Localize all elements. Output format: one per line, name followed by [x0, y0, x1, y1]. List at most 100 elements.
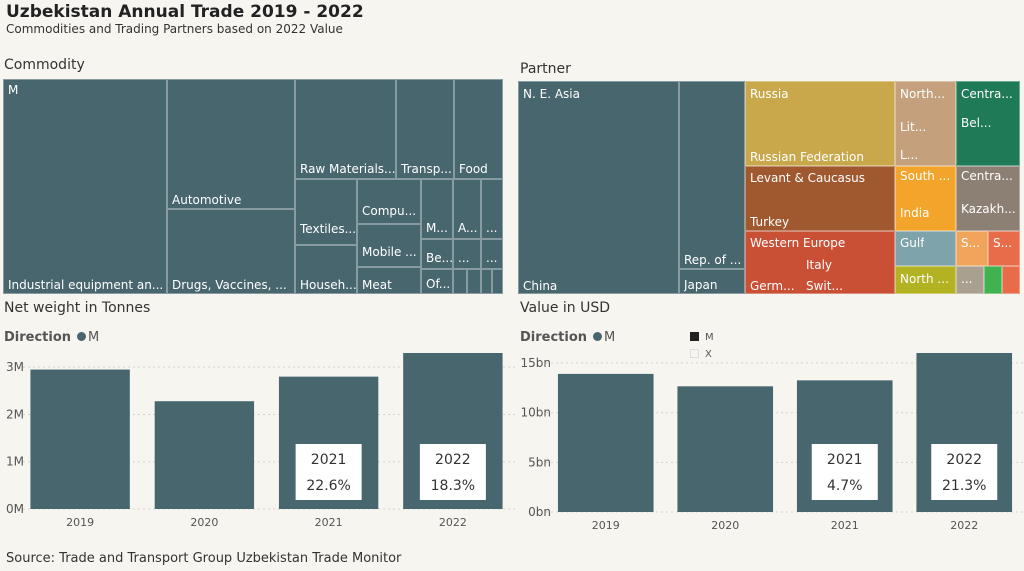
treemap-cell-dots1[interactable]: ... [481, 179, 503, 239]
value-x-tick-label: 2020 [711, 519, 739, 532]
weight-bar-2020 [154, 401, 255, 509]
treemap-label-dots: ... [961, 272, 973, 286]
treemap-cell-meat[interactable]: Meat [357, 267, 421, 294]
value-y-tick-label: 15bn [521, 356, 552, 370]
treemap-label-kazakh: Kazakh... [961, 202, 1016, 216]
treemap-cell-rep-of[interactable]: Rep. of ... [679, 81, 745, 269]
treemap-cell-s-2[interactable]: S... [988, 231, 1020, 266]
treemap-label-rep-of: Rep. of ... [684, 253, 742, 267]
treemap-label-dots2: ... [458, 251, 470, 265]
treemap-cell-central-2[interactable]: Centra... Kazakh... [956, 166, 1020, 231]
partner-heading: Partner [520, 61, 571, 77]
treemap-cell-food[interactable]: Food [454, 79, 503, 179]
value-bar-2019 [557, 373, 654, 512]
treemap-cell-a-small[interactable]: A... [453, 179, 481, 239]
treemap-cell-automotive[interactable]: Automotive [167, 79, 295, 209]
treemap-cell-western-europe[interactable]: Western Europe Italy Germ... Swit... [745, 231, 895, 294]
treemap-cell-dots2[interactable]: ... [453, 239, 481, 269]
treemap-cell-russia[interactable]: Russia Russian Federation [745, 81, 895, 166]
treemap-cell-tiny[interactable] [453, 269, 467, 294]
treemap-cell-m-small[interactable]: M... [421, 179, 453, 239]
treemap-cell-green[interactable] [984, 266, 1002, 294]
value-y-tick-label: 10bn [521, 406, 552, 420]
weight-legend-dot [77, 332, 87, 341]
treemap-cell-s-1[interactable]: S... [956, 231, 988, 266]
treemap-cell-transp[interactable]: Transp... [396, 79, 454, 179]
weight-bar-2019 [30, 369, 130, 509]
value-y-tick-label: 0bn [528, 505, 551, 519]
weight-y-tick-label: 3M [6, 360, 24, 374]
treemap-cell-textiles[interactable]: Textiles... [295, 179, 357, 245]
weight-y-tick-label: 1M [6, 455, 24, 469]
treemap-cell-red-small[interactable] [1002, 266, 1020, 294]
treemap-cell-north-europe[interactable]: North... Lit... L... [895, 81, 956, 166]
treemap-cell-raw[interactable]: Raw Materials... [295, 79, 396, 179]
treemap-label-s-2: S... [993, 236, 1013, 250]
swatch-x [690, 349, 699, 358]
treemap-label-m-small: M... [426, 221, 448, 235]
treemap-label-of: Of... [426, 277, 451, 291]
weight-x-tick-label: 2020 [190, 516, 218, 529]
weight-bar-chart: 0M 1M 2M 3M 2019 2020 2021 2022 2021 22.6% 2022 18.… [6, 353, 515, 529]
treemap-cell-north-africa[interactable]: North ... [895, 266, 956, 294]
treemap-cell-compu[interactable]: Compu... [357, 179, 421, 224]
weight-heading: Net weight in Tonnes [4, 300, 151, 316]
commodity-treemap[interactable]: M Industrial equipment an... Automotive … [3, 79, 503, 294]
treemap-label-compu: Compu... [362, 204, 417, 218]
treemap-label-transp: Transp... [401, 162, 452, 176]
treemap-cell-china[interactable]: N. E. Asia China [518, 81, 679, 294]
treemap-cell-tiny[interactable] [492, 269, 503, 294]
value-x-tick-label: 2022 [950, 519, 978, 532]
treemap-label-italy: Italy [806, 258, 833, 272]
weight-y-tick-label: 2M [6, 407, 24, 421]
treemap-cell-mobile[interactable]: Mobile ... [357, 224, 421, 267]
treemap-cell-japan[interactable]: Japan [679, 269, 745, 294]
weight-x-tick-label: 2022 [439, 516, 467, 529]
treemap-cell-gulf[interactable]: Gulf [895, 231, 956, 266]
value-swatch-legend[interactable]: M X [690, 328, 714, 362]
treemap-label-househ: Househ... [300, 278, 357, 292]
treemap-label-lit: Lit... [900, 120, 927, 134]
treemap-cell-south-asia[interactable]: South ... India [895, 166, 956, 231]
value-badge-year: 2022 [946, 452, 982, 468]
treemap-label-centra-2: Centra... [961, 169, 1013, 183]
treemap-label-russia: Russia [750, 87, 789, 101]
treemap-label-food: Food [459, 162, 488, 176]
swatch-m [690, 332, 699, 341]
value-heading: Value in USD [520, 300, 611, 316]
treemap-label-mobile: Mobile ... [362, 245, 417, 259]
value-bar-2020 [677, 386, 774, 512]
treemap-label-industrial: Industrial equipment an... [8, 278, 164, 292]
treemap-label-be: Be... [426, 251, 453, 265]
partner-treemap[interactable]: N. E. Asia China Rep. of ... Japan Russi… [518, 81, 1020, 294]
treemap-label-textiles: Textiles... [300, 222, 357, 236]
weight-badge-pct: 22.6% [306, 478, 350, 494]
commodity-heading: Commodity [4, 57, 85, 73]
page-subtitle: Commodities and Trading Partners based o… [6, 22, 343, 36]
treemap-label-dots3: ... [486, 251, 498, 265]
treemap-label-germ: Germ... [750, 279, 795, 293]
value-legend-title: Direction [520, 330, 588, 345]
treemap-label-centra-1: Centra... [961, 87, 1013, 101]
treemap-cell-industrial[interactable]: M Industrial equipment an... [3, 79, 167, 294]
treemap-cell-central-1[interactable]: Centra... Bel... [956, 81, 1020, 166]
treemap-cell-tiny[interactable] [481, 269, 492, 294]
value-change-badge-2022: 2022 21.3% [931, 444, 998, 500]
weight-change-badge-2022: 2022 18.3% [419, 444, 486, 500]
weight-badge-year: 2021 [311, 452, 347, 468]
treemap-cell-househ[interactable]: Househ... [295, 245, 357, 294]
treemap-cell-dots3[interactable]: ... [481, 239, 503, 269]
treemap-cell-other[interactable]: ... [956, 266, 984, 294]
treemap-cell-tiny[interactable] [467, 269, 481, 294]
value-badge-pct: 21.3% [942, 478, 986, 494]
value-y-tick-label: 5bn [528, 455, 551, 469]
treemap-cell-levant[interactable]: Levant & Caucasus Turkey [745, 166, 895, 231]
treemap-cell-of[interactable]: Of... [421, 269, 453, 294]
weight-legend-title: Direction [4, 330, 72, 345]
treemap-cell-be[interactable]: Be... [421, 239, 453, 269]
weight-badge-pct: 18.3% [431, 478, 475, 494]
treemap-label-raw: Raw Materials... [300, 162, 396, 176]
treemap-cell-drugs[interactable]: Drugs, Vaccines, ... [167, 209, 295, 294]
treemap-label-north-2: North ... [900, 272, 949, 286]
source-note: Source: Trade and Transport Group Uzbeki… [6, 551, 402, 566]
